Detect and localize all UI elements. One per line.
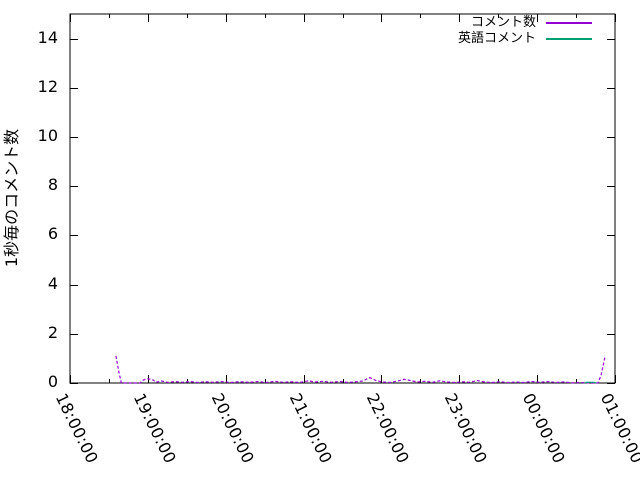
legend-line-sample-english-comments — [546, 38, 592, 40]
y-tick-label: 8 — [47, 175, 58, 195]
y-tick-label: 10 — [37, 126, 58, 145]
y-tick-label: 14 — [37, 27, 58, 47]
legend-row-comments: コメント数 — [458, 15, 592, 31]
legend-row-english-comments: 英語コメント — [458, 31, 592, 47]
legend: コメント数 英語コメント — [458, 15, 592, 47]
y-tick-label: 12 — [37, 76, 58, 96]
y-tick-label: 2 — [47, 322, 58, 342]
y-tick-label: 4 — [47, 273, 58, 293]
y-tick-label: 6 — [47, 224, 58, 244]
y-tick-label: 0 — [47, 372, 58, 391]
series-line-0 — [115, 355, 606, 384]
legend-label-comments: コメント数 — [470, 15, 536, 30]
legend-label-english-comments: 英語コメント — [457, 31, 536, 46]
legend-line-sample-comments — [546, 22, 592, 24]
plot-border — [69, 13, 616, 384]
series-line-1 — [584, 381, 597, 384]
